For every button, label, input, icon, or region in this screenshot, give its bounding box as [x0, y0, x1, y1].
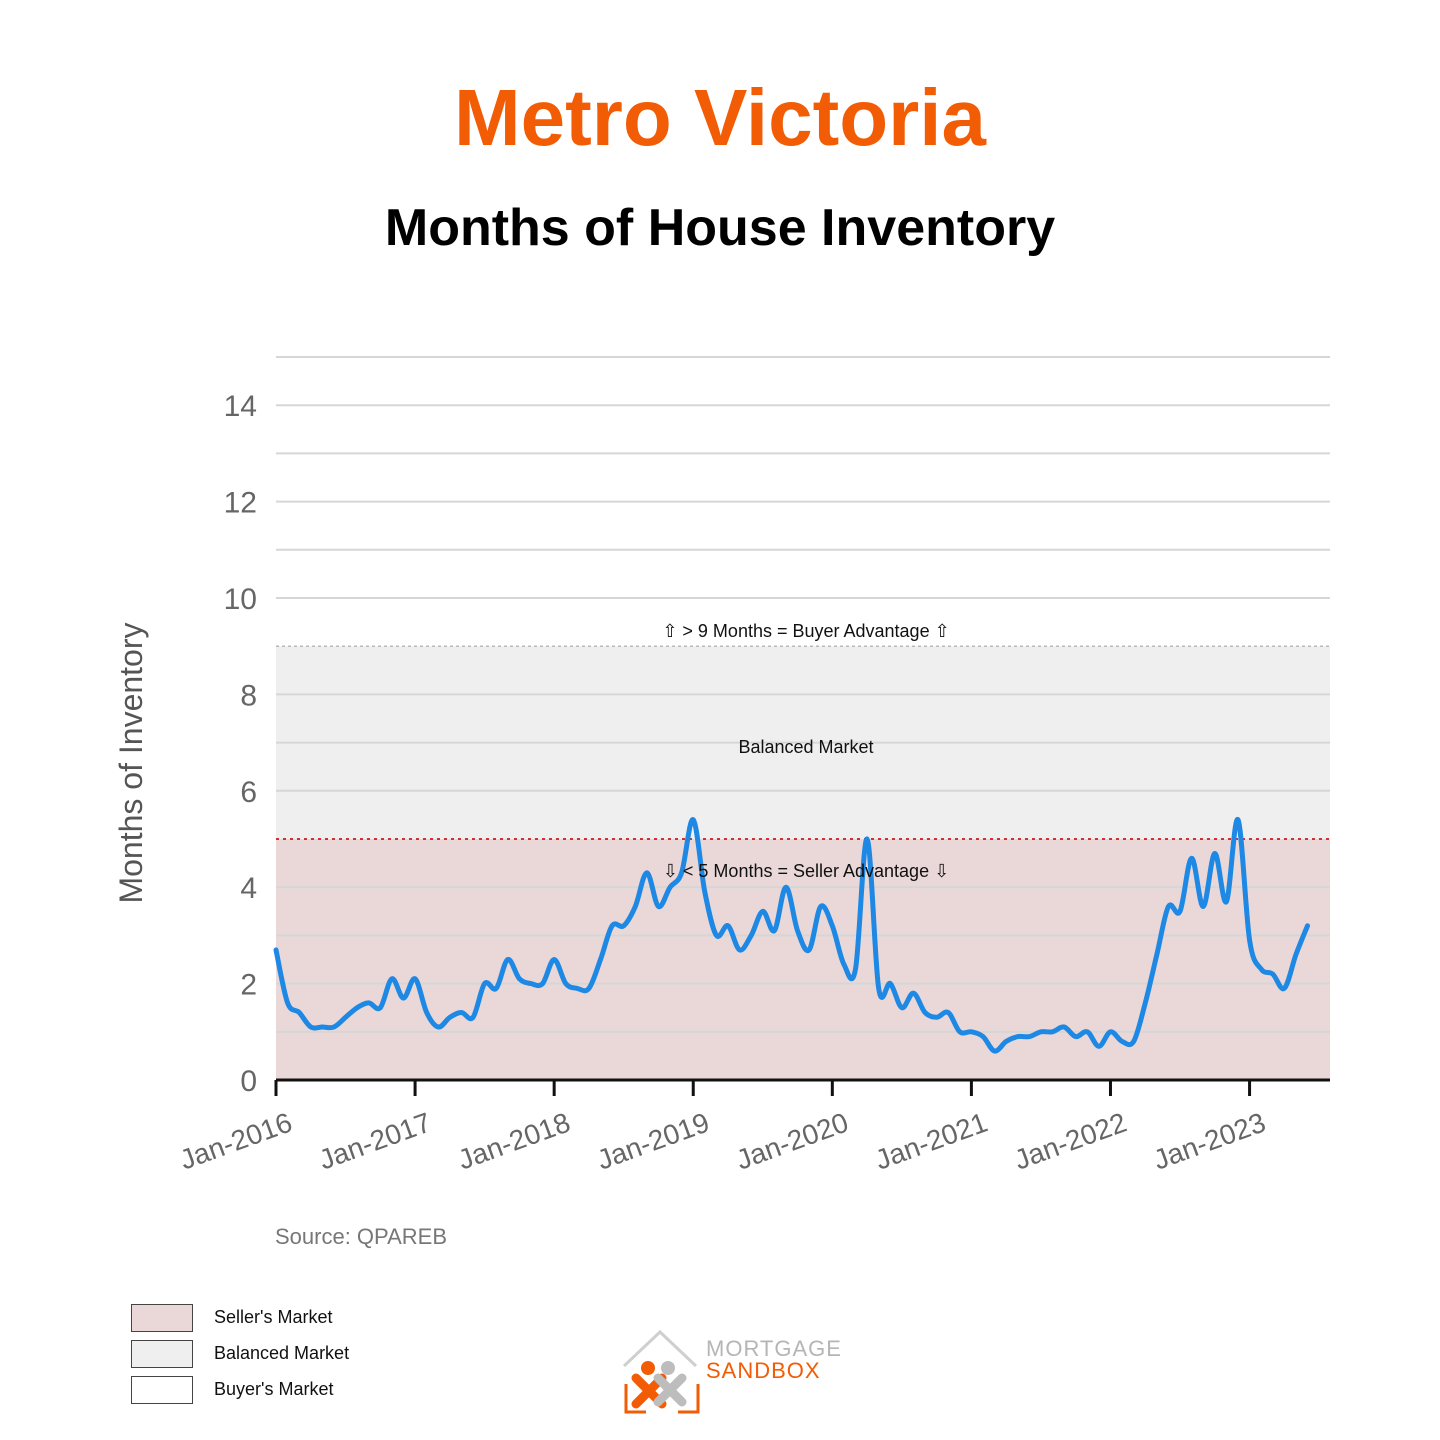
- x-tick-label: Jan-2022: [1010, 1107, 1130, 1176]
- y-tick-label: 4: [240, 872, 257, 905]
- x-tick-label: Jan-2023: [1149, 1107, 1269, 1176]
- buyer-advantage-annotation: ⇧ > 9 Months = Buyer Advantage ⇧: [662, 621, 949, 641]
- y-tick-label: 8: [240, 679, 257, 712]
- y-axis-label: Months of Inventory: [113, 622, 149, 903]
- mortgage-sandbox-logo: MORTGAGE SANDBOX: [618, 1326, 841, 1418]
- source-label: Source: QPAREB: [275, 1224, 447, 1249]
- legend-swatch: [131, 1376, 193, 1404]
- house-people-logo-icon: [622, 1329, 700, 1414]
- x-tick-label: Jan-2021: [871, 1107, 991, 1176]
- y-tick-label: 6: [240, 776, 257, 809]
- legend-swatch: [131, 1304, 193, 1332]
- inventory-line-chart: 0 2 4 6 8 10 12 14 Jan-2016 Jan-2017 Jan-2018 Jan-2…: [113, 356, 1330, 1249]
- y-tick-label: 2: [240, 969, 257, 1002]
- x-tick-label: Jan-2018: [454, 1107, 574, 1176]
- legend-label: Balanced Market: [214, 1343, 350, 1363]
- x-tick-label: Jan-2017: [315, 1107, 435, 1176]
- legend-swatch: [131, 1340, 193, 1368]
- logo-text-mortgage: MORTGAGE: [706, 1336, 842, 1361]
- seller-advantage-annotation: ⇩ < 5 Months = Seller Advantage ⇩: [663, 861, 949, 881]
- y-tick-label: 0: [240, 1065, 257, 1098]
- balanced-market-annotation: Balanced Market: [738, 737, 873, 757]
- logo-text-sandbox: SANDBOX: [706, 1358, 821, 1383]
- x-tick-label: Jan-2016: [176, 1107, 296, 1176]
- series-line-months-of-inventory: [273, 817, 1310, 1054]
- page-title: Metro Victoria: [454, 73, 986, 162]
- x-tick-label: Jan-2019: [593, 1107, 713, 1176]
- legend-label: Buyer's Market: [214, 1379, 334, 1399]
- legend-label: Seller's Market: [214, 1307, 333, 1327]
- y-tick-label: 10: [224, 583, 257, 616]
- y-tick-label: 14: [224, 390, 257, 423]
- y-tick-label: 12: [224, 487, 257, 520]
- x-tick-label: Jan-2020: [732, 1107, 852, 1176]
- chart-subtitle: Months of House Inventory: [384, 199, 1056, 257]
